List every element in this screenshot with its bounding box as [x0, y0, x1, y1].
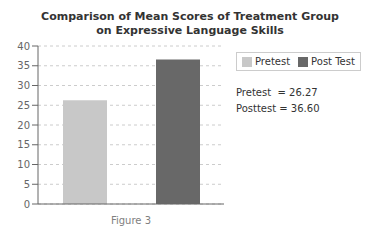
html-text:Pretest: Pretest [255, 56, 291, 67]
html-text:Pretest = 26.27: Pretest = 26.27 [236, 87, 318, 98]
svg-text:0: 0 [24, 199, 30, 210]
svg-text:40: 40 [17, 41, 30, 52]
svg-text:30: 30 [17, 80, 30, 91]
html-text:Posttest = 36.60: Posttest = 36.60 [236, 103, 320, 114]
svg-text:15: 15 [17, 139, 30, 150]
svg-text:35: 35 [17, 60, 30, 71]
html-text:Post Test: Post Test [311, 56, 355, 67]
svg-text:10: 10 [17, 159, 30, 170]
svg-text:Figure 3: Figure 3 [111, 215, 151, 226]
svg-text:20: 20 [17, 120, 30, 131]
svg-text:5: 5 [24, 179, 30, 190]
html-text:Comparison of Mean Scores of T: Comparison of Mean Scores of Treatment G… [41, 10, 339, 23]
html-text:on Expressive Language Skills: on Expressive Language Skills [96, 24, 284, 37]
svg-text:25: 25 [17, 100, 30, 111]
